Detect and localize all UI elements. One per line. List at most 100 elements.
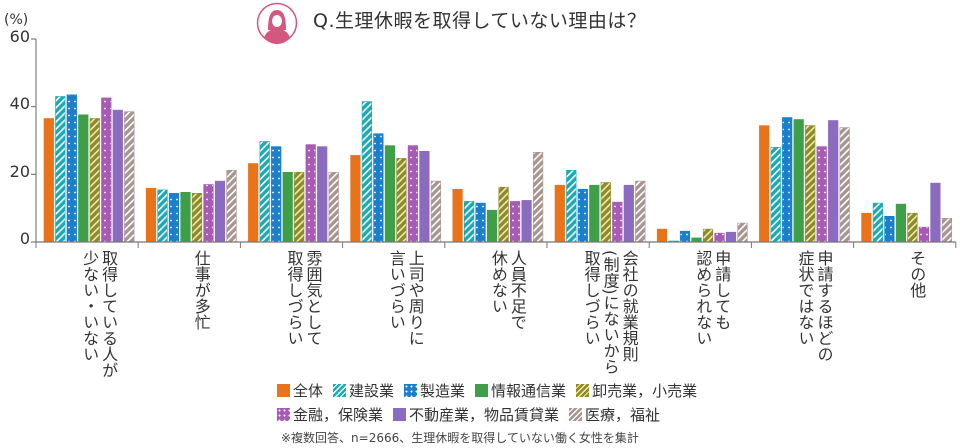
bar [214,180,226,243]
bar [180,192,191,243]
bar [702,228,714,243]
y-tick-label: 20 [9,162,30,181]
bar [282,172,293,243]
bar [770,147,781,243]
bar [419,151,430,243]
bar [226,170,237,243]
bar [317,146,328,243]
bar [407,145,419,243]
bar [612,201,623,243]
bar [384,145,396,243]
bar [895,203,906,243]
x-category-label: 雰囲気として 取得しづらい [284,250,323,346]
bar [55,96,66,243]
legend-item: 金融，保険業 [277,404,383,425]
bar [463,201,475,243]
legend-row-2: 金融，保険業 不動産業，物品賃貸業 医療，福祉 [277,404,660,425]
bar [157,189,168,243]
bar [759,125,770,243]
bar [918,226,929,243]
bar [486,209,498,243]
legend-item: 建設業 [333,380,394,401]
bar [679,230,691,243]
bar [861,212,872,243]
bar [554,184,565,243]
bar [328,172,339,243]
legend-swatch [576,384,590,397]
bar [577,188,588,243]
y-tick-label: 40 [9,94,30,113]
bar [805,125,816,243]
bar [452,188,463,243]
woman-avatar-icon [256,2,298,45]
x-category-label: 申請するほどの 症状ではない [795,250,834,362]
bar [396,158,407,243]
bar [66,94,77,243]
bar [259,141,270,243]
bar [101,97,112,243]
bar [521,200,532,243]
bar [203,184,214,243]
legend-swatch [277,408,290,421]
bar [884,216,895,243]
bar [714,232,725,243]
bar [566,170,577,243]
bar [941,218,952,243]
bar [725,231,737,243]
legend-swatch [404,384,418,397]
bar [656,228,668,243]
y-axis-unit: (%) [4,12,29,28]
bar [305,144,316,243]
legend-row-1: 全体 建設業 製造業 情報通信業 卸売業，小売業 [277,380,697,401]
legend-item: 卸売業，小売業 [576,380,697,401]
y-tick-label: 0 [19,229,30,248]
bar [145,187,157,243]
bar [191,193,203,243]
bar [839,127,850,243]
bar [509,201,521,243]
x-category-label: 仕事が多忙 [191,250,211,330]
legend-swatch [393,408,407,421]
bar [294,172,305,243]
bar [600,182,611,243]
bar [635,180,646,243]
bar [361,101,373,243]
bar [907,212,918,243]
bar [623,184,634,243]
bar [168,193,180,243]
bar [475,202,486,243]
bar [271,146,282,243]
bar [737,222,748,243]
bar [930,182,941,243]
x-category-label: 人員不足で 休めない [488,250,527,330]
bar [350,155,361,243]
bar [589,184,600,243]
legend-swatch [475,384,489,397]
bar [793,119,804,243]
legend-item: 不動産業，物品賃貸業 [393,404,559,425]
bar [872,202,883,243]
bar [373,133,384,243]
y-tick-label: 60 [9,27,30,46]
bar [112,109,123,243]
bar [782,117,793,243]
x-category-label: 取得している人が 少ない・いない [80,250,119,378]
legend-swatch [277,384,290,397]
bar [78,114,89,243]
bar [532,152,544,243]
legend-swatch [569,408,583,421]
legend-item: 製造業 [404,380,465,401]
bar [816,146,827,243]
bar [248,163,259,243]
bar [89,118,100,243]
x-category-label: 申請しても 認められない [693,250,732,346]
bar [430,180,442,243]
bar [43,118,54,243]
chart-title: Q.生理休暇を取得していない理由は？ [313,10,647,32]
bar [124,111,135,243]
legend-item: 全体 [277,380,323,401]
bar [691,237,702,243]
legend-item: 医療，福祉 [569,404,660,425]
x-category-label: 上司や周りに 言いづらい [386,250,425,346]
